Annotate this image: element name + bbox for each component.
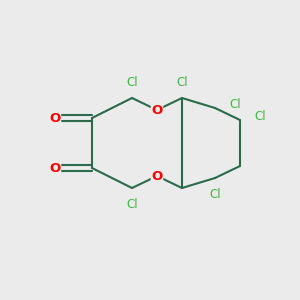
- Text: O: O: [50, 112, 61, 124]
- Text: O: O: [152, 169, 163, 182]
- Text: O: O: [50, 161, 61, 175]
- Text: O: O: [152, 103, 163, 116]
- Text: Cl: Cl: [176, 76, 188, 88]
- Text: Cl: Cl: [126, 197, 138, 211]
- Text: Cl: Cl: [254, 110, 266, 122]
- Text: Cl: Cl: [209, 188, 221, 200]
- Text: Cl: Cl: [229, 98, 241, 110]
- Text: Cl: Cl: [126, 76, 138, 88]
